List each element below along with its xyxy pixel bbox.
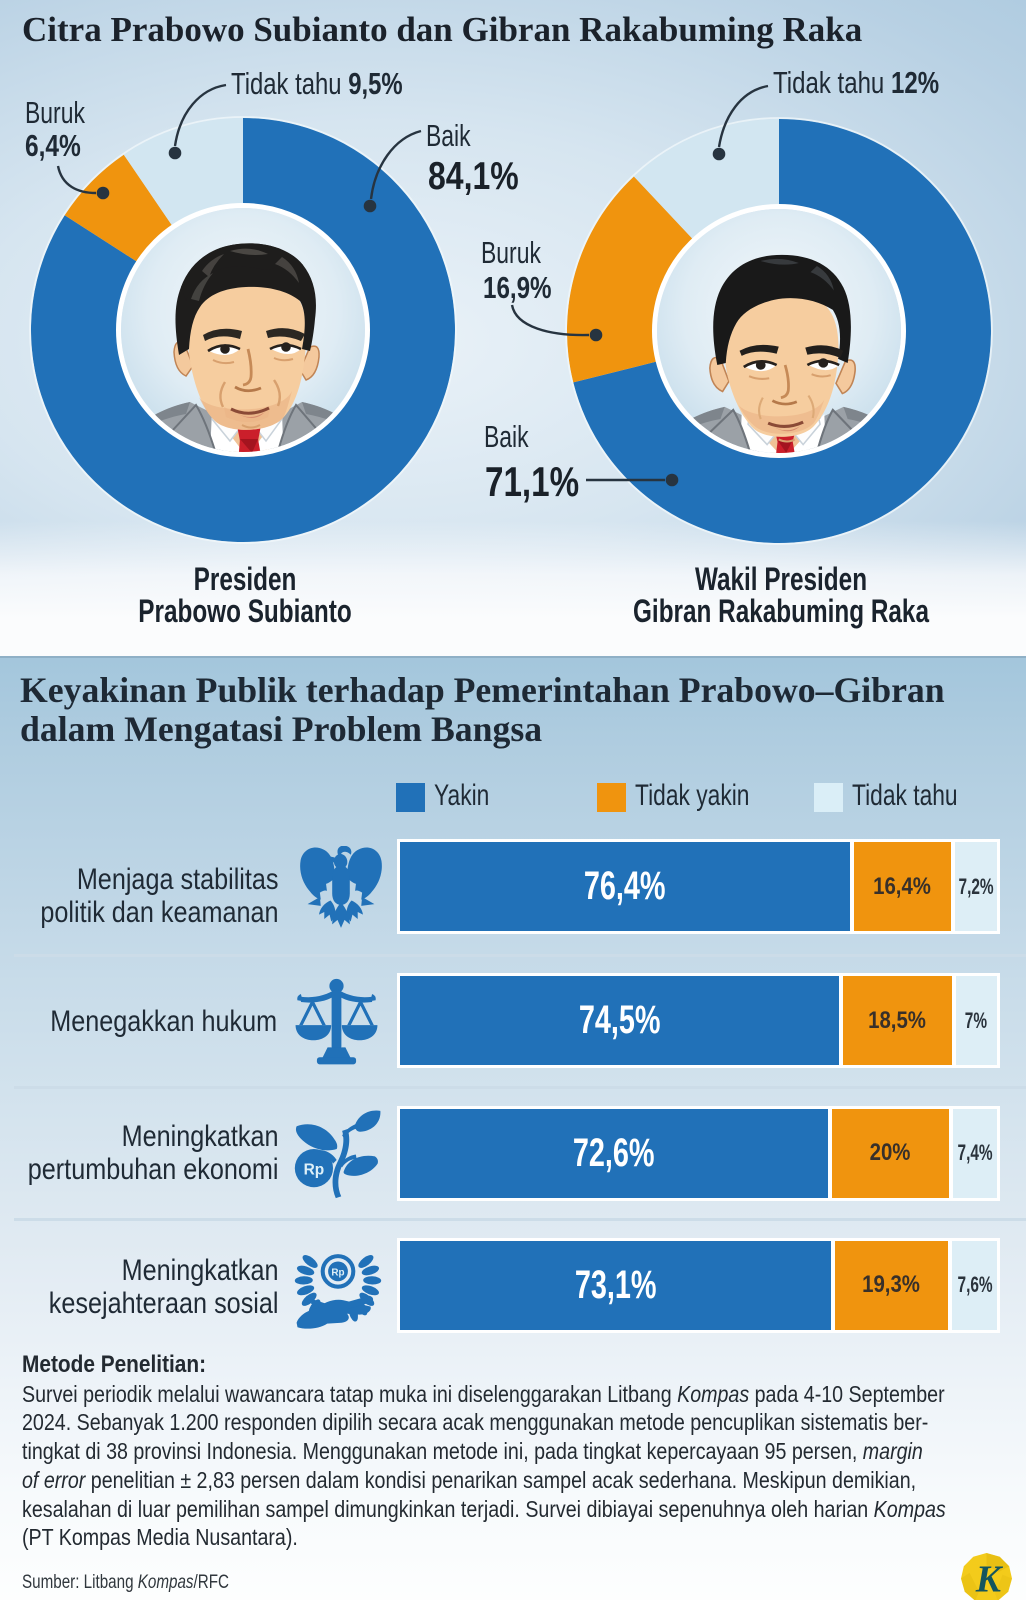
svg-text:Rp: Rp bbox=[304, 1162, 325, 1179]
svg-text:K: K bbox=[975, 1559, 1004, 1600]
svg-text:Rp: Rp bbox=[331, 1267, 344, 1278]
